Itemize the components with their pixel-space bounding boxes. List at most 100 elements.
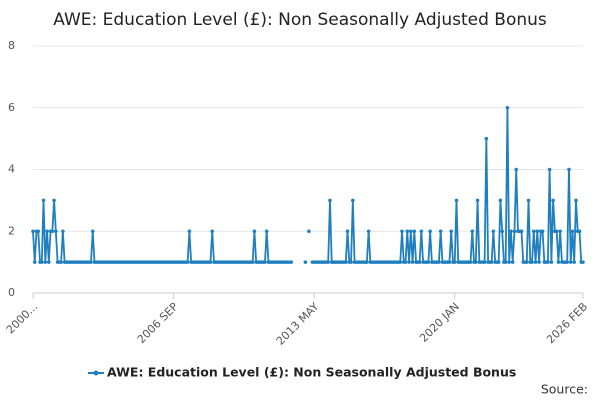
point xyxy=(514,167,519,172)
point xyxy=(572,260,577,264)
point xyxy=(32,260,37,264)
point xyxy=(503,260,508,264)
point xyxy=(345,229,350,234)
point xyxy=(505,105,510,110)
y-tick-label: 6 xyxy=(8,101,15,114)
point xyxy=(447,260,452,264)
point xyxy=(519,229,524,234)
point xyxy=(326,260,331,264)
point xyxy=(54,229,58,234)
x-tick-label: 2000... xyxy=(4,300,40,336)
point xyxy=(533,260,538,264)
point xyxy=(187,229,192,234)
point xyxy=(349,260,353,264)
point xyxy=(468,260,473,264)
point xyxy=(405,229,410,234)
y-tick-label: 8 xyxy=(8,39,15,52)
point xyxy=(31,229,35,234)
point xyxy=(412,229,417,234)
point xyxy=(417,260,422,264)
point xyxy=(408,229,413,234)
point xyxy=(61,229,65,234)
point xyxy=(475,198,480,203)
point xyxy=(47,260,51,264)
point xyxy=(470,229,475,234)
point xyxy=(551,198,555,203)
point xyxy=(549,260,554,264)
point xyxy=(496,260,501,264)
x-tick-label: 2020 JAN xyxy=(417,300,462,345)
point xyxy=(303,260,308,264)
point xyxy=(500,229,504,234)
point xyxy=(208,260,213,264)
point xyxy=(407,260,411,264)
y-tick-label: 2 xyxy=(8,224,15,237)
point xyxy=(36,229,41,234)
point xyxy=(547,167,552,172)
point xyxy=(574,198,578,203)
point xyxy=(252,229,257,234)
point xyxy=(328,198,332,203)
point xyxy=(568,260,573,264)
point xyxy=(507,260,511,264)
point xyxy=(530,260,534,264)
point xyxy=(185,260,190,264)
legend-symbol-dot xyxy=(93,370,99,376)
point xyxy=(50,229,55,234)
point xyxy=(531,229,536,234)
point xyxy=(90,229,95,234)
point xyxy=(437,260,441,264)
point xyxy=(289,260,294,264)
point xyxy=(59,260,63,264)
point xyxy=(509,229,513,234)
point xyxy=(556,260,561,264)
point xyxy=(454,198,459,203)
point xyxy=(489,260,494,264)
point xyxy=(567,167,571,172)
source: Source: xyxy=(541,382,588,397)
series-line xyxy=(32,107,583,264)
point xyxy=(452,260,457,264)
point xyxy=(540,229,545,234)
point xyxy=(264,229,269,234)
point xyxy=(307,229,311,234)
point xyxy=(558,229,562,234)
point xyxy=(570,229,575,234)
point xyxy=(89,260,93,264)
point xyxy=(577,229,582,234)
point xyxy=(366,229,371,234)
point xyxy=(554,229,559,234)
point xyxy=(250,260,255,264)
y-tick-label: 0 xyxy=(8,286,15,299)
point xyxy=(410,260,415,264)
point xyxy=(365,260,369,264)
point xyxy=(535,229,540,234)
point xyxy=(43,260,48,264)
point xyxy=(565,260,569,264)
point xyxy=(510,260,515,264)
point xyxy=(426,260,431,264)
point xyxy=(210,229,215,234)
point xyxy=(52,198,56,203)
point xyxy=(41,198,46,203)
x-tick-label: 2026 FEB xyxy=(544,300,590,346)
point xyxy=(403,260,408,264)
point xyxy=(45,229,49,234)
point xyxy=(398,260,403,264)
y-tick-label: 4 xyxy=(8,163,15,176)
x-tick-label: 2013 MAY xyxy=(274,300,322,348)
point xyxy=(474,260,478,264)
point xyxy=(449,229,454,234)
point xyxy=(491,229,496,234)
point xyxy=(400,229,404,234)
point xyxy=(438,229,443,234)
point xyxy=(428,229,432,234)
point xyxy=(482,260,487,264)
point xyxy=(263,260,267,264)
point xyxy=(524,260,529,264)
point xyxy=(581,260,585,264)
point xyxy=(484,136,489,141)
legend-label: AWE: Education Level (£): Non Seasonally… xyxy=(107,365,516,380)
chart-title: AWE: Education Level (£): Non Seasonally… xyxy=(53,10,547,30)
